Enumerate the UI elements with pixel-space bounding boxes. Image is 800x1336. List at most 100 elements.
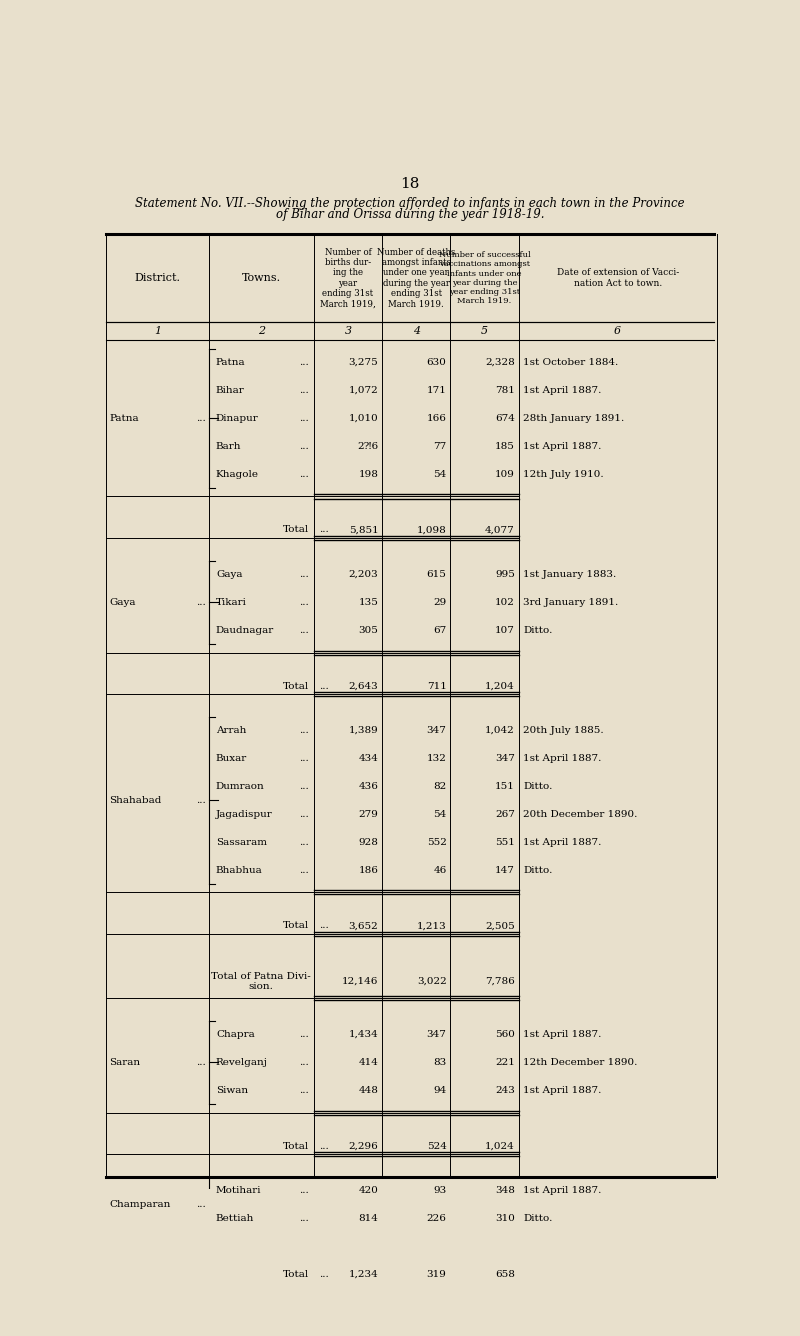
Text: 171: 171 (426, 386, 446, 395)
Text: 135: 135 (358, 599, 378, 607)
Text: 77: 77 (434, 442, 446, 450)
Text: 1st April 1887.: 1st April 1887. (523, 754, 602, 763)
Text: 186: 186 (358, 866, 378, 875)
Text: ...: ... (299, 386, 309, 395)
Text: ...: ... (299, 414, 309, 424)
Text: 198: 198 (358, 470, 378, 478)
Text: Bettiah: Bettiah (216, 1214, 254, 1222)
Text: Ditto.: Ditto. (523, 782, 553, 791)
Text: 1st April 1887.: 1st April 1887. (523, 1030, 602, 1039)
Text: ...: ... (319, 922, 329, 930)
Text: Total: Total (282, 1141, 309, 1150)
Text: 107: 107 (495, 625, 514, 635)
Text: 2,328: 2,328 (485, 358, 514, 367)
Text: ...: ... (196, 1200, 206, 1209)
Text: ...: ... (319, 525, 329, 534)
Text: 147: 147 (495, 866, 514, 875)
Text: Motihari: Motihari (216, 1186, 262, 1196)
Text: of Bihar and Orissa during the year 1918-19.: of Bihar and Orissa during the year 1918… (276, 208, 544, 222)
Text: ...: ... (299, 782, 309, 791)
Text: Statement No. VII.--Showing the protection afforded to infants in each town in t: Statement No. VII.--Showing the protecti… (135, 196, 685, 210)
Text: Bhabhua: Bhabhua (216, 866, 262, 875)
Text: Shahabad: Shahabad (110, 796, 162, 804)
Text: 12th July 1910.: 12th July 1910. (523, 470, 604, 478)
Text: Date of extension of Vacci-
nation Act to town.: Date of extension of Vacci- nation Act t… (557, 269, 679, 287)
Text: ...: ... (299, 570, 309, 578)
Text: 7,786: 7,786 (485, 977, 514, 986)
Text: 1,234: 1,234 (349, 1269, 378, 1279)
Text: Buxar: Buxar (216, 754, 247, 763)
Text: 54: 54 (434, 470, 446, 478)
Text: 29: 29 (434, 599, 446, 607)
Text: 3,652: 3,652 (349, 922, 378, 930)
Text: 5,851: 5,851 (349, 525, 378, 534)
Text: 226: 226 (426, 1214, 446, 1222)
Text: 20th December 1890.: 20th December 1890. (523, 810, 638, 819)
Text: 3,022: 3,022 (417, 977, 446, 986)
Text: Total: Total (282, 525, 309, 534)
Text: 1st April 1887.: 1st April 1887. (523, 386, 602, 395)
Text: 54: 54 (434, 810, 446, 819)
Text: 132: 132 (426, 754, 446, 763)
Text: 28th January 1891.: 28th January 1891. (523, 414, 625, 424)
Text: Total: Total (282, 1269, 309, 1279)
Text: 630: 630 (426, 358, 446, 367)
Text: 4,077: 4,077 (485, 525, 514, 534)
Text: ...: ... (299, 1030, 309, 1039)
Text: ...: ... (299, 625, 309, 635)
Text: Siwan: Siwan (216, 1086, 248, 1094)
Text: 2,643: 2,643 (349, 681, 378, 691)
Text: 1st October 1884.: 1st October 1884. (523, 358, 618, 367)
Text: ...: ... (299, 1086, 309, 1094)
Text: 1,213: 1,213 (417, 922, 446, 930)
Text: 185: 185 (495, 442, 514, 450)
Text: 305: 305 (358, 625, 378, 635)
Text: 674: 674 (495, 414, 514, 424)
Text: ...: ... (196, 1058, 206, 1067)
Text: Towns.: Towns. (242, 273, 281, 283)
Text: 552: 552 (426, 838, 446, 847)
Text: 434: 434 (358, 754, 378, 763)
Text: Total: Total (282, 681, 309, 691)
Text: 781: 781 (495, 386, 514, 395)
Text: 67: 67 (434, 625, 446, 635)
Text: 1: 1 (154, 326, 161, 337)
Text: 310: 310 (495, 1214, 514, 1222)
Text: 348: 348 (495, 1186, 514, 1196)
Text: 46: 46 (434, 866, 446, 875)
Text: Patna: Patna (110, 414, 139, 424)
Text: 2,296: 2,296 (349, 1141, 378, 1150)
Text: Patna: Patna (216, 358, 246, 367)
Text: 267: 267 (495, 810, 514, 819)
Text: 1,010: 1,010 (349, 414, 378, 424)
Text: Arrah: Arrah (216, 727, 246, 735)
Text: 2: 2 (258, 326, 265, 337)
Text: 243: 243 (495, 1086, 514, 1094)
Text: ...: ... (299, 1186, 309, 1196)
Text: Number of
births dur-
ing the
year
ending 31st
March 1919,: Number of births dur- ing the year endin… (320, 247, 376, 309)
Text: 2,203: 2,203 (349, 570, 378, 578)
Text: 18: 18 (400, 176, 420, 191)
Text: 560: 560 (495, 1030, 514, 1039)
Text: 1,024: 1,024 (485, 1141, 514, 1150)
Text: Number of deaths
amongst infants
under one year
during the year
ending 31st
Marc: Number of deaths amongst infants under o… (377, 247, 455, 309)
Text: 524: 524 (426, 1141, 446, 1150)
Text: 94: 94 (434, 1086, 446, 1094)
Text: 221: 221 (495, 1058, 514, 1067)
Text: Khagole: Khagole (216, 470, 259, 478)
Text: 1,072: 1,072 (349, 386, 378, 395)
Text: 82: 82 (434, 782, 446, 791)
Text: 5: 5 (481, 326, 488, 337)
Text: Tikari: Tikari (216, 599, 247, 607)
Text: Revelganj: Revelganj (216, 1058, 268, 1067)
Text: ...: ... (299, 810, 309, 819)
Text: 12th December 1890.: 12th December 1890. (523, 1058, 638, 1067)
Text: 151: 151 (495, 782, 514, 791)
Text: 1,098: 1,098 (417, 525, 446, 534)
Text: 2,505: 2,505 (485, 922, 514, 930)
Text: 1st April 1887.: 1st April 1887. (523, 442, 602, 450)
Text: 4: 4 (413, 326, 420, 337)
Text: 319: 319 (426, 1269, 446, 1279)
Text: 102: 102 (495, 599, 514, 607)
Text: Bihar: Bihar (216, 386, 245, 395)
